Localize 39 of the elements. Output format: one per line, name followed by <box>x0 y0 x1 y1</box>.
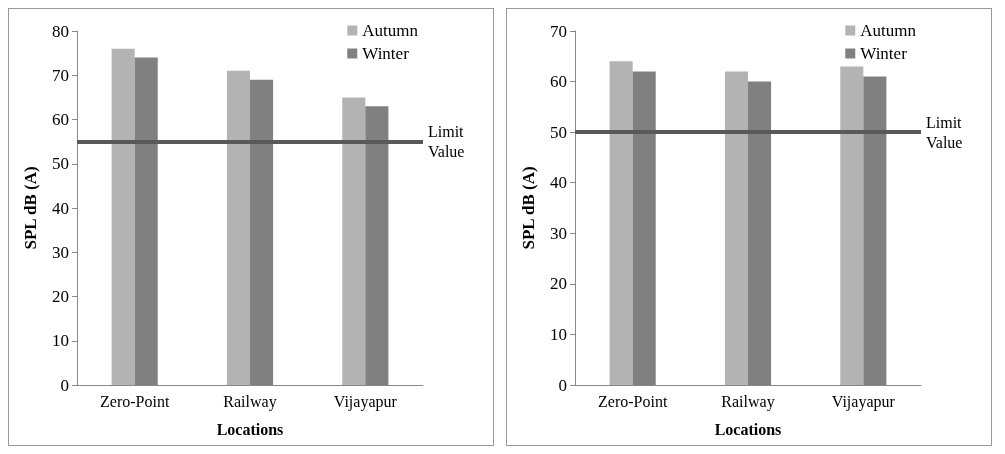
y-tick-label: 50 <box>550 122 567 142</box>
y-tick-label: 0 <box>558 375 567 395</box>
x-axis-title: Locations <box>714 420 782 438</box>
x-axis-title: Locations <box>216 420 284 438</box>
legend-label: Winter <box>362 44 410 63</box>
x-tick-label: Zero-Point <box>100 392 170 410</box>
y-tick-label: 40 <box>550 173 567 193</box>
y-tick-label: 80 <box>52 21 69 41</box>
legend-label: Winter <box>860 44 908 63</box>
y-axis-title: SPL dB (A) <box>519 166 538 250</box>
y-tick-label: 60 <box>550 72 567 92</box>
y-tick-label: 70 <box>550 21 567 41</box>
y-tick-label: 60 <box>52 110 69 129</box>
ref-line-label: Limit Value <box>926 113 966 151</box>
y-tick-label: 30 <box>550 223 567 243</box>
bar <box>111 48 135 385</box>
x-tick-label: Zero-Point <box>598 392 668 410</box>
legend-label: Autumn <box>860 21 917 40</box>
y-tick-label: 20 <box>52 287 69 306</box>
x-tick-label: Railway <box>721 392 775 411</box>
y-tick-label: 70 <box>52 65 69 85</box>
y-tick-label: 20 <box>550 274 567 294</box>
ref-line-label: Limit Value <box>428 123 468 161</box>
y-tick-label: 10 <box>550 324 567 344</box>
bar <box>609 61 633 385</box>
bar <box>840 66 864 385</box>
y-tick-label: 50 <box>52 154 69 174</box>
y-tick-label: 10 <box>52 331 69 351</box>
y-tick-label: 40 <box>52 198 69 218</box>
x-tick-label: Vijayapur <box>831 392 896 411</box>
y-tick-label: 0 <box>60 375 69 395</box>
x-tick-label: Railway <box>223 392 277 411</box>
bar <box>724 71 748 385</box>
legend-label: Autumn <box>362 21 419 40</box>
y-axis-title: SPL dB (A) <box>21 166 40 250</box>
x-tick-label: Vijayapur <box>333 392 398 411</box>
y-tick-label: 30 <box>52 242 69 262</box>
bar <box>226 70 250 385</box>
bar <box>342 97 366 385</box>
